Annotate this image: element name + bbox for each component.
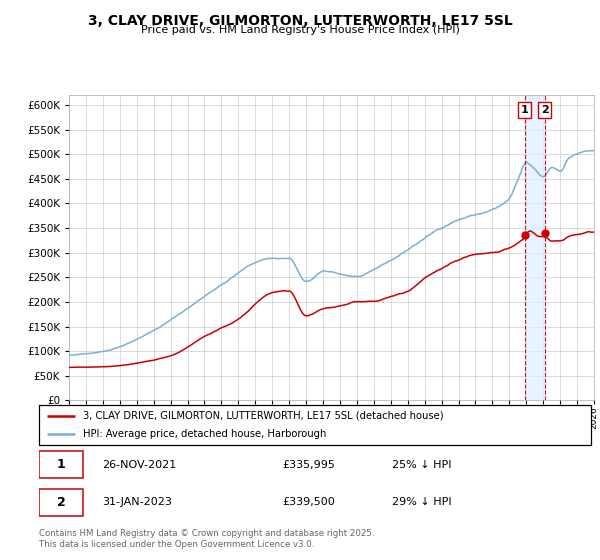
Text: 1: 1 — [521, 105, 529, 115]
FancyBboxPatch shape — [39, 489, 83, 516]
Text: £339,500: £339,500 — [282, 497, 335, 507]
Text: 26-NOV-2021: 26-NOV-2021 — [103, 460, 177, 470]
Text: 31-JAN-2023: 31-JAN-2023 — [103, 497, 172, 507]
Text: HPI: Average price, detached house, Harborough: HPI: Average price, detached house, Harb… — [83, 430, 326, 439]
Text: 29% ↓ HPI: 29% ↓ HPI — [392, 497, 452, 507]
Text: 25% ↓ HPI: 25% ↓ HPI — [392, 460, 452, 470]
Text: 3, CLAY DRIVE, GILMORTON, LUTTERWORTH, LE17 5SL (detached house): 3, CLAY DRIVE, GILMORTON, LUTTERWORTH, L… — [83, 411, 444, 421]
Text: 3, CLAY DRIVE, GILMORTON, LUTTERWORTH, LE17 5SL: 3, CLAY DRIVE, GILMORTON, LUTTERWORTH, L… — [88, 14, 512, 28]
FancyBboxPatch shape — [39, 451, 83, 478]
Text: Price paid vs. HM Land Registry's House Price Index (HPI): Price paid vs. HM Land Registry's House … — [140, 25, 460, 35]
Text: 2: 2 — [541, 105, 548, 115]
Text: 2: 2 — [57, 496, 65, 509]
Text: Contains HM Land Registry data © Crown copyright and database right 2025.
This d: Contains HM Land Registry data © Crown c… — [39, 529, 374, 549]
Bar — [524, 95, 545, 400]
Text: £335,995: £335,995 — [282, 460, 335, 470]
Text: 1: 1 — [57, 458, 65, 471]
